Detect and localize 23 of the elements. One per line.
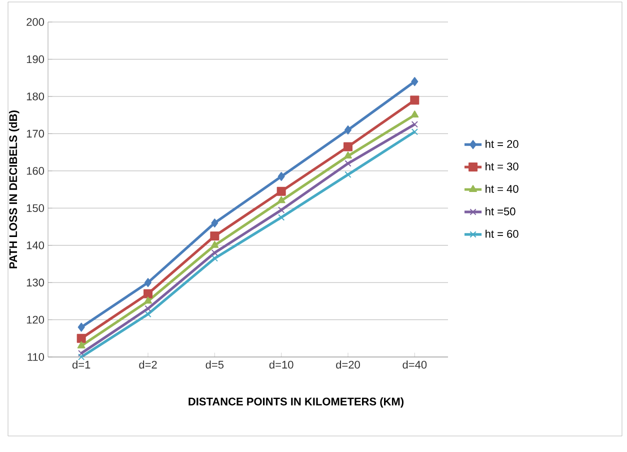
x-axis-title: DISTANCE POINTS IN KILOMETERS (KM) xyxy=(188,397,404,408)
y-tick-label: 130 xyxy=(26,278,44,286)
y-tick-label: 190 xyxy=(26,55,44,64)
x-tick-label: d=2 xyxy=(139,360,157,369)
y-tick-label: 150 xyxy=(26,204,44,212)
x-tick-label: d=10 xyxy=(269,360,294,369)
y-tick-label: 110 xyxy=(28,353,44,361)
y-tick-label: 120 xyxy=(26,316,44,324)
y-tick-label: 140 xyxy=(26,241,44,250)
y-tick-label: 170 xyxy=(26,130,44,138)
x-tick-label: d=40 xyxy=(402,360,427,369)
legend-label: ht = 20 xyxy=(486,140,518,148)
legend-label: ht = 60 xyxy=(486,230,518,238)
legend-label: ht = 30 xyxy=(486,162,518,170)
x-tick-label: d=5 xyxy=(206,360,224,369)
y-tick-label: 200 xyxy=(26,18,44,26)
y-axis-title: PATH LOSS IN DECIBELS (dB) xyxy=(9,110,20,268)
x-tick-label: d=1 xyxy=(72,360,90,369)
y-tick-label: 180 xyxy=(26,92,44,100)
x-tick-label: d=20 xyxy=(336,360,360,369)
y-tick-label: 160 xyxy=(26,167,44,175)
legend-label: ht =50 xyxy=(486,207,516,216)
legend-label: ht = 40 xyxy=(486,184,518,193)
